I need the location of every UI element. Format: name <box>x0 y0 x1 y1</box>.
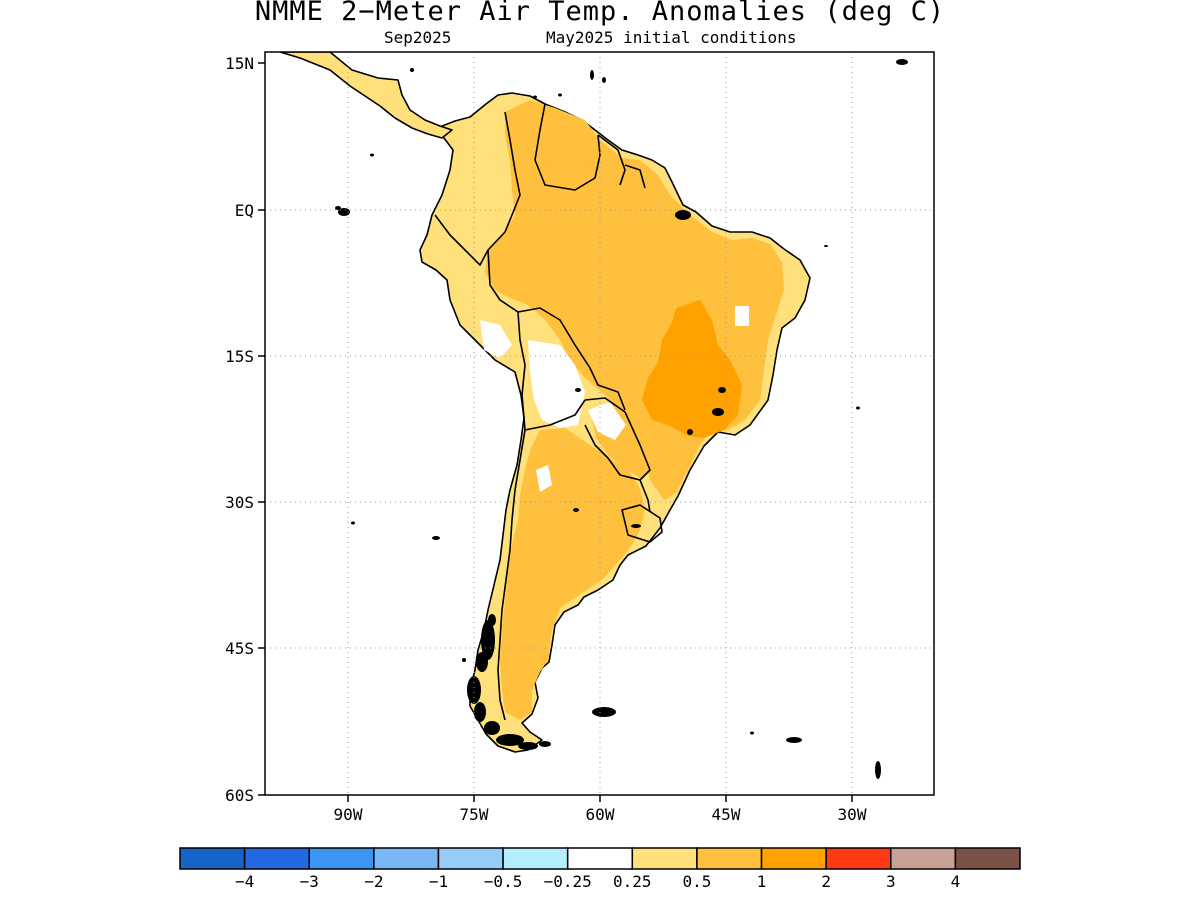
colorbar-swatch <box>696 847 763 870</box>
y-tick-label: 15N <box>225 54 254 73</box>
anomaly-neutral-chaco <box>588 402 626 440</box>
initial-conditions: May2025 initial conditions <box>546 28 797 47</box>
colorbar-swatch <box>566 847 634 870</box>
colorbar-label: −3 <box>300 872 319 891</box>
colorbar-label: −4 <box>235 872 254 891</box>
anomaly-neutral-nw-argentina <box>536 465 552 492</box>
x-tick-label: 90W <box>334 805 363 824</box>
colorbar-label: −2 <box>364 872 383 891</box>
anomaly-neutral-altiplano <box>528 340 585 428</box>
colorbar-label: 2 <box>821 872 831 891</box>
anomaly-region-argentina <box>500 428 645 720</box>
colorbar-label: 1 <box>757 872 767 891</box>
x-tick-label: 60W <box>586 805 615 824</box>
colorbar-swatch <box>760 847 827 870</box>
y-tick-label: 45S <box>225 639 254 658</box>
colorbar-swatch <box>890 847 957 870</box>
x-tick-label: 30W <box>838 805 867 824</box>
colorbar-label: 3 <box>886 872 896 891</box>
colorbar-label: −0.25 <box>544 872 592 891</box>
y-tick-label: EQ <box>235 201 254 220</box>
x-tick-label: 75W <box>460 805 489 824</box>
colorbar-label: 0.25 <box>613 872 652 891</box>
colorbar-label: 0.5 <box>682 872 711 891</box>
map-plot-area <box>279 52 908 779</box>
forecast-month: Sep2025 <box>384 28 452 47</box>
y-tick-label: 30S <box>225 493 254 512</box>
map-title: NMME 2−Meter Air Temp. Anomalies (deg C) <box>254 0 946 27</box>
colorbar-swatch <box>502 847 569 870</box>
colorbar-label: 4 <box>951 872 961 891</box>
anomaly-neutral-bolivia <box>480 320 512 358</box>
colorbar: −4 −3 −2 −1 −0.5 −0.25 0.25 0.5 1 2 3 4 <box>179 847 1021 891</box>
colorbar-swatch <box>179 847 246 870</box>
anomaly-gap-ne-brazil <box>735 306 749 326</box>
colorbar-swatch <box>243 847 310 870</box>
x-tick-label: 45W <box>712 805 741 824</box>
colorbar-swatch <box>437 847 504 870</box>
southern-chile-fjords <box>462 614 551 750</box>
colorbar-swatch <box>373 847 440 870</box>
caribbean-islands <box>410 68 606 99</box>
colorbar-label: −0.5 <box>484 872 523 891</box>
colorbar-swatch <box>954 847 1021 870</box>
colorbar-swatch <box>308 847 375 870</box>
y-tick-label: 15S <box>225 347 254 366</box>
colorbar-swatch <box>825 847 892 870</box>
y-axis <box>258 62 265 796</box>
x-axis <box>347 795 853 802</box>
y-tick-label: 60S <box>225 786 254 805</box>
anomaly-region-central-brazil <box>642 300 742 438</box>
colorbar-label: −1 <box>429 872 448 891</box>
colorbar-swatch <box>631 847 698 870</box>
islands-and-lakes <box>335 59 908 779</box>
central-america-land <box>279 52 453 139</box>
country-borders <box>434 103 663 721</box>
